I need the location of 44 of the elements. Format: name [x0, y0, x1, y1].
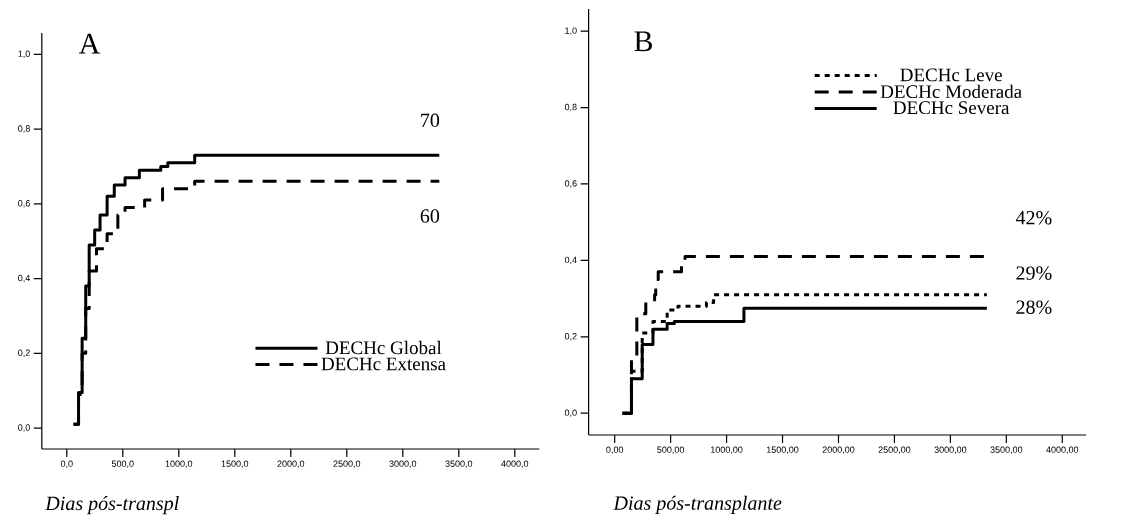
y-tick-label: 0,8: [18, 125, 30, 133]
x-tick-label: 1000,00: [711, 446, 743, 454]
y-tick-label: 0,2: [18, 349, 30, 358]
x-tick-label: 2000,0: [277, 460, 305, 468]
legend-label: DECHc Leve: [900, 68, 1002, 82]
chart-title: A: [78, 33, 101, 54]
legend-label: DECHc Moderada: [880, 84, 1022, 99]
x-tick-label: 3000,00: [934, 446, 967, 454]
text: B: [634, 31, 652, 52]
y-tick-label: 0,4: [564, 256, 577, 265]
annotation: 70: [421, 113, 440, 128]
x-tick-label: 2500,0: [333, 460, 361, 468]
x-tick-label: 500,00: [657, 446, 685, 454]
annotation: 29%: [1016, 266, 1052, 280]
x-tick-label: 0,0: [60, 460, 73, 468]
annotation: 42%: [1015, 210, 1052, 225]
x-tick-label: 500,0: [111, 460, 134, 468]
y-tick-label: 0,6: [18, 200, 30, 208]
y-tick-label: 0,0: [18, 424, 30, 432]
y-tick-label: 0,2: [564, 333, 577, 341]
x-tick-label: 0,00: [606, 446, 624, 454]
legend-label: DECHc Severa: [893, 101, 1010, 115]
x-tick-label: 1000,0: [165, 460, 193, 468]
x-tick-label: 4000,0: [501, 460, 529, 468]
x-axis-title: Dias pós-transplante: [613, 495, 782, 514]
y-tick-label: 1,0: [18, 50, 30, 59]
x-axis-title: Dias pós-transpl: [45, 496, 179, 515]
x-tick-label: 3000,0: [389, 460, 417, 468]
annotation: 60: [420, 209, 440, 223]
y-tick-label: 0,8: [564, 103, 577, 112]
x-tick-label: 4000,00: [1046, 446, 1079, 454]
x-tick-label: 1500,00: [766, 446, 799, 454]
x-tick-label: 1500,0: [221, 460, 249, 468]
legend-label: DECHc Extensa: [321, 357, 446, 371]
y-tick-label: 0,6: [564, 180, 577, 188]
y-tick-label: 0,4: [18, 274, 31, 283]
x-tick-label: 3500,0: [445, 460, 473, 468]
x-tick-label: 2500,00: [878, 446, 911, 454]
annotation: 28%: [1016, 300, 1052, 314]
x-tick-label: 2000,00: [822, 446, 855, 454]
x-tick-label: 3500,00: [990, 446, 1023, 454]
y-tick-label: 0,0: [564, 409, 577, 417]
y-tick-label: 1,0: [565, 27, 577, 35]
legend-label: DECHc Global: [325, 340, 442, 355]
